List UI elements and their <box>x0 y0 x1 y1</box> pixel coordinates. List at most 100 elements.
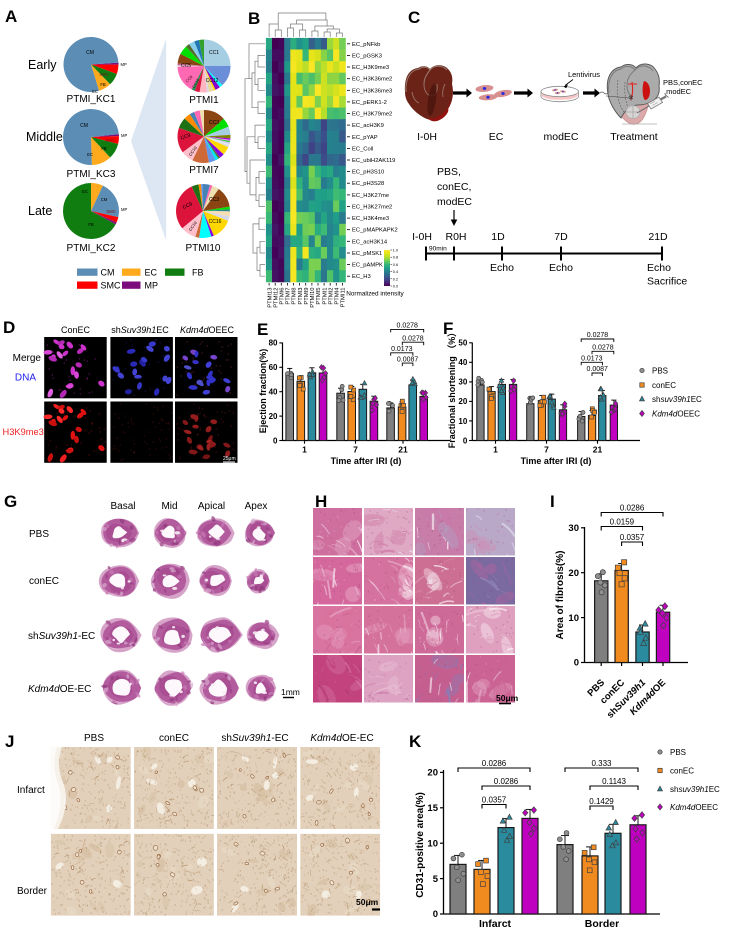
svg-text:EC_pGSK3: EC_pGSK3 <box>352 53 382 59</box>
svg-text:0.0286: 0.0286 <box>620 504 645 513</box>
svg-text:7: 7 <box>353 445 358 455</box>
svg-text:40: 40 <box>458 358 467 367</box>
svg-text:EC_H3K79me2: EC_H3K79me2 <box>352 112 392 118</box>
svg-text:FB: FB <box>101 146 107 151</box>
svg-text:EC_pMAPKAPK2: EC_pMAPKAPK2 <box>352 228 398 234</box>
svg-text:PTMI13: PTMI13 <box>267 288 273 308</box>
svg-text:DNA: DNA <box>15 373 36 384</box>
svg-text:J: J <box>5 732 14 751</box>
svg-text:21: 21 <box>398 445 408 455</box>
svg-text:PTMI7: PTMI7 <box>286 288 292 305</box>
svg-text:0.0278: 0.0278 <box>587 332 609 339</box>
svg-text:Time after IRI (d): Time after IRI (d) <box>521 456 592 466</box>
svg-text:I: I <box>550 492 555 511</box>
svg-text:PTMI5: PTMI5 <box>316 288 322 305</box>
svg-text:EC_pH3S28: EC_pH3S28 <box>352 181 384 187</box>
svg-text:conEC: conEC <box>159 733 189 744</box>
svg-text:30: 30 <box>458 378 467 387</box>
svg-text:10: 10 <box>568 613 579 624</box>
svg-text:,modEC: ,modEC <box>664 87 692 96</box>
svg-text:MP: MP <box>121 62 127 67</box>
svg-text:0.0: 0.0 <box>393 285 398 289</box>
svg-text:EC_H3K36me3: EC_H3K36me3 <box>352 88 392 94</box>
svg-text:50μm: 50μm <box>496 693 519 703</box>
svg-text:Kdm4dOE-EC: Kdm4dOE-EC <box>310 733 373 744</box>
svg-text:Middle: Middle <box>26 130 63 144</box>
svg-text:20: 20 <box>269 412 278 421</box>
svg-text:I-0H: I-0H <box>412 231 432 243</box>
svg-text:Normalized intensity: Normalized intensity <box>346 291 404 298</box>
svg-text:5: 5 <box>433 874 439 885</box>
svg-text:CC3: CC3 <box>209 120 219 126</box>
svg-text:50μm: 50μm <box>356 897 379 907</box>
svg-text:1: 1 <box>493 445 498 455</box>
svg-text:PBS: PBS <box>84 733 104 744</box>
svg-text:0.0087: 0.0087 <box>586 366 608 373</box>
svg-text:conEC: conEC <box>670 767 694 776</box>
svg-text:1mm: 1mm <box>281 687 300 697</box>
svg-text:Lentivirus: Lentivirus <box>568 70 600 79</box>
svg-text:EC_pH3S10: EC_pH3S10 <box>352 170 384 176</box>
svg-text:modEC: modEC <box>543 131 578 143</box>
svg-text:Apical: Apical <box>198 501 225 512</box>
svg-text:EC_H3K27me2: EC_H3K27me2 <box>352 205 392 211</box>
svg-text:FB: FB <box>100 82 106 87</box>
svg-text:PTMI11: PTMI11 <box>341 288 347 308</box>
svg-text:shsuv39h1EC: shsuv39h1EC <box>652 395 702 404</box>
svg-text:EC_H3K27me: EC_H3K27me <box>352 193 389 199</box>
svg-text:0: 0 <box>574 658 579 669</box>
svg-text:0.0278: 0.0278 <box>402 335 424 342</box>
svg-text:0.0357: 0.0357 <box>620 533 645 542</box>
svg-text:EC_pAMPK: EC_pAMPK <box>352 263 383 269</box>
svg-text:C: C <box>408 8 420 27</box>
svg-text:Merge: Merge <box>13 353 42 364</box>
svg-text:20: 20 <box>427 768 438 779</box>
svg-text:CM: CM <box>80 123 88 129</box>
svg-text:Mid: Mid <box>161 501 177 512</box>
svg-text:Border: Border <box>17 886 48 897</box>
svg-text:21D: 21D <box>648 231 668 243</box>
svg-text:50: 50 <box>458 339 467 348</box>
svg-text:SMC: SMC <box>105 138 114 143</box>
svg-text:EC_pERK1-2: EC_pERK1-2 <box>352 100 387 106</box>
svg-text:20: 20 <box>458 397 467 406</box>
svg-text:40: 40 <box>269 388 278 397</box>
svg-text:CC10: CC10 <box>191 77 201 89</box>
svg-text:Border: Border <box>585 918 619 930</box>
svg-text:10: 10 <box>458 417 467 426</box>
svg-text:EC_acH3K9: EC_acH3K9 <box>352 123 384 129</box>
svg-text:EC_H3K9me3: EC_H3K9me3 <box>352 65 389 71</box>
svg-text:0.0278: 0.0278 <box>396 323 418 330</box>
svg-text:PTMI12: PTMI12 <box>273 288 279 308</box>
svg-text:PTMI_KC3: PTMI_KC3 <box>67 169 116 180</box>
svg-text:25μm: 25μm <box>223 456 236 462</box>
svg-text:21: 21 <box>593 445 603 455</box>
svg-text:conEC: conEC <box>652 381 676 390</box>
svg-text:PTMI3: PTMI3 <box>298 288 304 305</box>
svg-text:R0H: R0H <box>445 231 466 243</box>
svg-text:SMC: SMC <box>99 72 108 77</box>
svg-text:Early: Early <box>28 58 57 72</box>
svg-text:B: B <box>248 9 260 28</box>
svg-text:CM: CM <box>101 197 108 202</box>
svg-text:Infarct: Infarct <box>17 785 45 796</box>
svg-text:20: 20 <box>568 568 579 579</box>
svg-text:90min: 90min <box>429 246 447 253</box>
svg-text:15: 15 <box>427 803 438 814</box>
svg-text:EC: EC <box>489 131 504 143</box>
svg-text:Area of fibrosis(%): Area of fibrosis(%) <box>555 551 566 640</box>
svg-text:PTMI10: PTMI10 <box>310 288 316 308</box>
svg-text:conEC,: conEC, <box>437 181 471 193</box>
svg-text:PBS: PBS <box>29 529 49 540</box>
svg-text:0.4: 0.4 <box>393 270 398 274</box>
svg-text:I-0H: I-0H <box>417 131 437 143</box>
svg-text:0.0087: 0.0087 <box>397 356 419 363</box>
svg-text:PTMI1: PTMI1 <box>189 95 219 106</box>
svg-text:MP: MP <box>145 281 159 291</box>
svg-text:PTMI8: PTMI8 <box>292 288 298 305</box>
svg-text:Late: Late <box>28 204 52 218</box>
svg-text:H3K9me3: H3K9me3 <box>3 427 44 437</box>
svg-text:Fractional shortening （%）: Fractional shortening （%） <box>447 328 457 449</box>
svg-text:EC_pMSK1: EC_pMSK1 <box>352 251 382 257</box>
svg-text:Kdm4dOE-EC: Kdm4dOE-EC <box>28 684 91 695</box>
